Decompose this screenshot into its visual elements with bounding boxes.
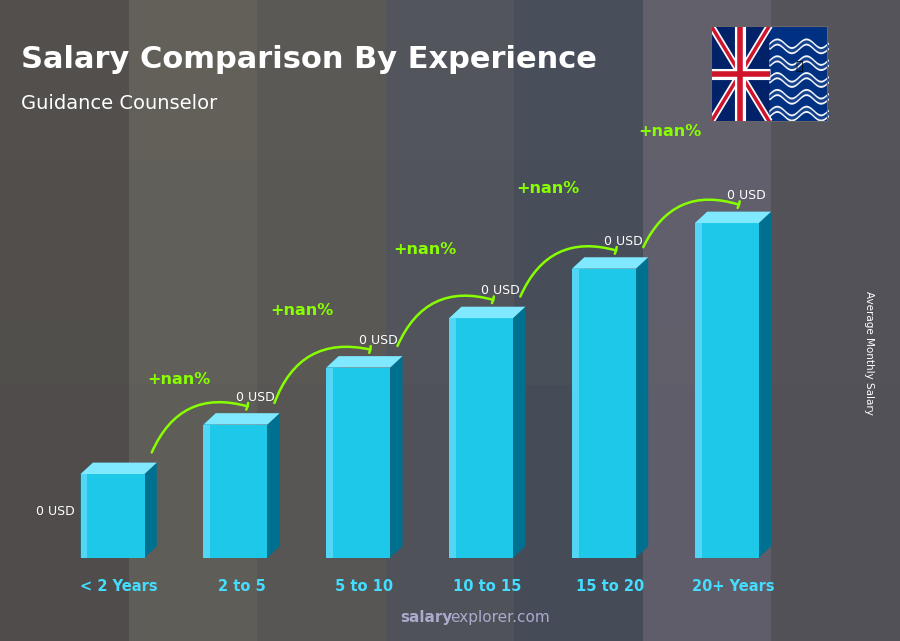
Bar [0,288,900,320]
Polygon shape [695,212,771,223]
Text: explorer.com: explorer.com [450,610,550,625]
Bar [0,513,900,545]
Text: 0 USD: 0 USD [727,189,766,202]
Polygon shape [81,463,157,474]
Bar [203,424,211,558]
Text: Guidance Counselor: Guidance Counselor [21,94,217,113]
Bar [257,0,386,641]
Bar [514,0,643,641]
Polygon shape [267,413,280,558]
Polygon shape [759,212,771,558]
Polygon shape [572,257,584,558]
Bar [0,481,900,513]
Bar [129,0,257,641]
Text: +nan%: +nan% [516,181,579,196]
Text: 10 to 15: 10 to 15 [453,579,521,594]
Bar [0,0,900,32]
Text: Salary Comparison By Experience: Salary Comparison By Experience [21,45,597,74]
Bar [0,64,900,96]
Bar [711,26,770,122]
Polygon shape [203,413,280,424]
Bar [0,449,900,481]
Text: 🌴: 🌴 [795,60,803,73]
Text: +nan%: +nan% [393,242,456,257]
Bar [0,224,900,256]
Bar [449,318,513,558]
Bar [0,256,900,288]
Bar [0,609,900,641]
Bar [81,474,145,558]
Polygon shape [203,413,216,558]
Polygon shape [513,306,526,558]
Polygon shape [145,463,157,558]
Polygon shape [572,257,648,269]
Bar [572,269,636,558]
Bar [0,32,900,64]
Bar [770,26,828,122]
Polygon shape [327,356,338,558]
Bar [0,417,900,449]
Text: 5 to 10: 5 to 10 [336,579,393,594]
Text: Average Monthly Salary: Average Monthly Salary [863,290,874,415]
Bar [449,318,456,558]
Text: 0 USD: 0 USD [36,505,75,518]
Polygon shape [327,356,402,367]
Text: < 2 Years: < 2 Years [80,579,158,594]
Bar [203,424,267,558]
Text: +nan%: +nan% [148,372,211,387]
Bar [0,128,900,160]
Polygon shape [449,306,526,318]
Text: salary: salary [400,610,453,625]
Bar [0,385,900,417]
Bar [327,367,391,558]
Text: 0 USD: 0 USD [358,333,397,347]
Bar [0,545,900,577]
Text: +nan%: +nan% [639,124,702,139]
Polygon shape [449,306,462,558]
Text: 20+ Years: 20+ Years [692,579,774,594]
Bar [771,0,900,641]
Text: 0 USD: 0 USD [604,235,643,248]
Bar [386,0,514,641]
Bar [0,577,900,609]
Text: 2 to 5: 2 to 5 [218,579,266,594]
Polygon shape [81,463,93,558]
Bar [0,320,900,353]
Text: +nan%: +nan% [270,303,333,318]
Polygon shape [695,212,707,558]
Polygon shape [391,356,402,558]
Bar [572,269,579,558]
Text: 0 USD: 0 USD [482,284,520,297]
Bar [643,0,771,641]
Text: 0 USD: 0 USD [236,390,274,404]
Bar [695,223,702,558]
Bar [0,192,900,224]
Bar [81,474,87,558]
Bar [0,353,900,385]
Text: 15 to 20: 15 to 20 [576,579,644,594]
Bar [0,0,129,641]
Bar [0,160,900,192]
Polygon shape [636,257,648,558]
Bar [0,96,900,128]
Bar [695,223,759,558]
Bar [327,367,333,558]
